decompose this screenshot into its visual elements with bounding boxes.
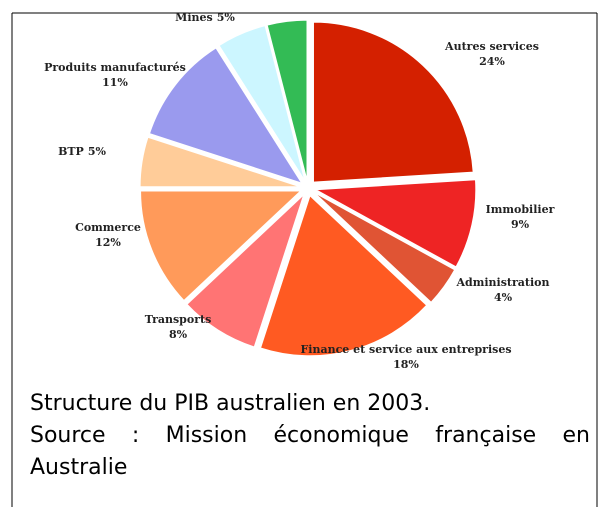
pie-slice (312, 21, 474, 183)
slice-label: Transports 8% (145, 313, 212, 341)
slice-value: 9% (511, 218, 530, 231)
slice-value: 24% (479, 55, 505, 68)
slice-value: 4% (494, 291, 513, 304)
slice-value: 5% (88, 145, 107, 158)
pie-slice (314, 179, 477, 268)
slice-value: 12% (95, 236, 121, 249)
pie-slice (259, 194, 428, 357)
slice-name: Autres services (444, 40, 539, 53)
slice-label: Commerce 12% (75, 221, 141, 249)
slice-label: BTP 5% (58, 145, 106, 158)
slice-name: Administration (455, 276, 549, 289)
slice-label: Immobilier 9% (486, 203, 555, 231)
slice-name: Produits manufacturés (44, 61, 186, 74)
caption: Structure du PIB australien en 2003. Sou… (30, 388, 590, 484)
pie-slice (148, 47, 303, 185)
pie-slice (218, 25, 306, 181)
slice-name: Finance et service aux entreprises (300, 343, 511, 356)
slice-value: 11% (102, 76, 128, 89)
caption-line: Structure du PIB australien en 2003. (30, 391, 431, 416)
pie-slice (186, 194, 305, 348)
slice-label: Autres services 24% (444, 40, 539, 68)
pie-slice (139, 136, 301, 188)
pie-slice (314, 192, 456, 303)
slice-value: 5% (217, 11, 236, 24)
slice-name: Commerce (75, 221, 141, 234)
slice-label: Finance et service aux entreprises 18% (300, 343, 511, 371)
slice-name: Immobilier (486, 203, 555, 216)
slice-name: Mines (175, 11, 213, 24)
pie-slice (140, 190, 302, 302)
slice-name: BTP (58, 145, 84, 158)
caption-line: Source : Mission économique française en… (30, 423, 590, 480)
slice-name: Transports (145, 313, 212, 326)
slice-label: Administration 4% (455, 276, 549, 304)
pie-slice (266, 19, 308, 181)
slice-value: 8% (169, 328, 188, 341)
slice-label: Mines 5% (175, 11, 235, 24)
slice-value: 18% (393, 358, 419, 371)
slice-label: Produits manufacturés 11% (44, 61, 186, 89)
